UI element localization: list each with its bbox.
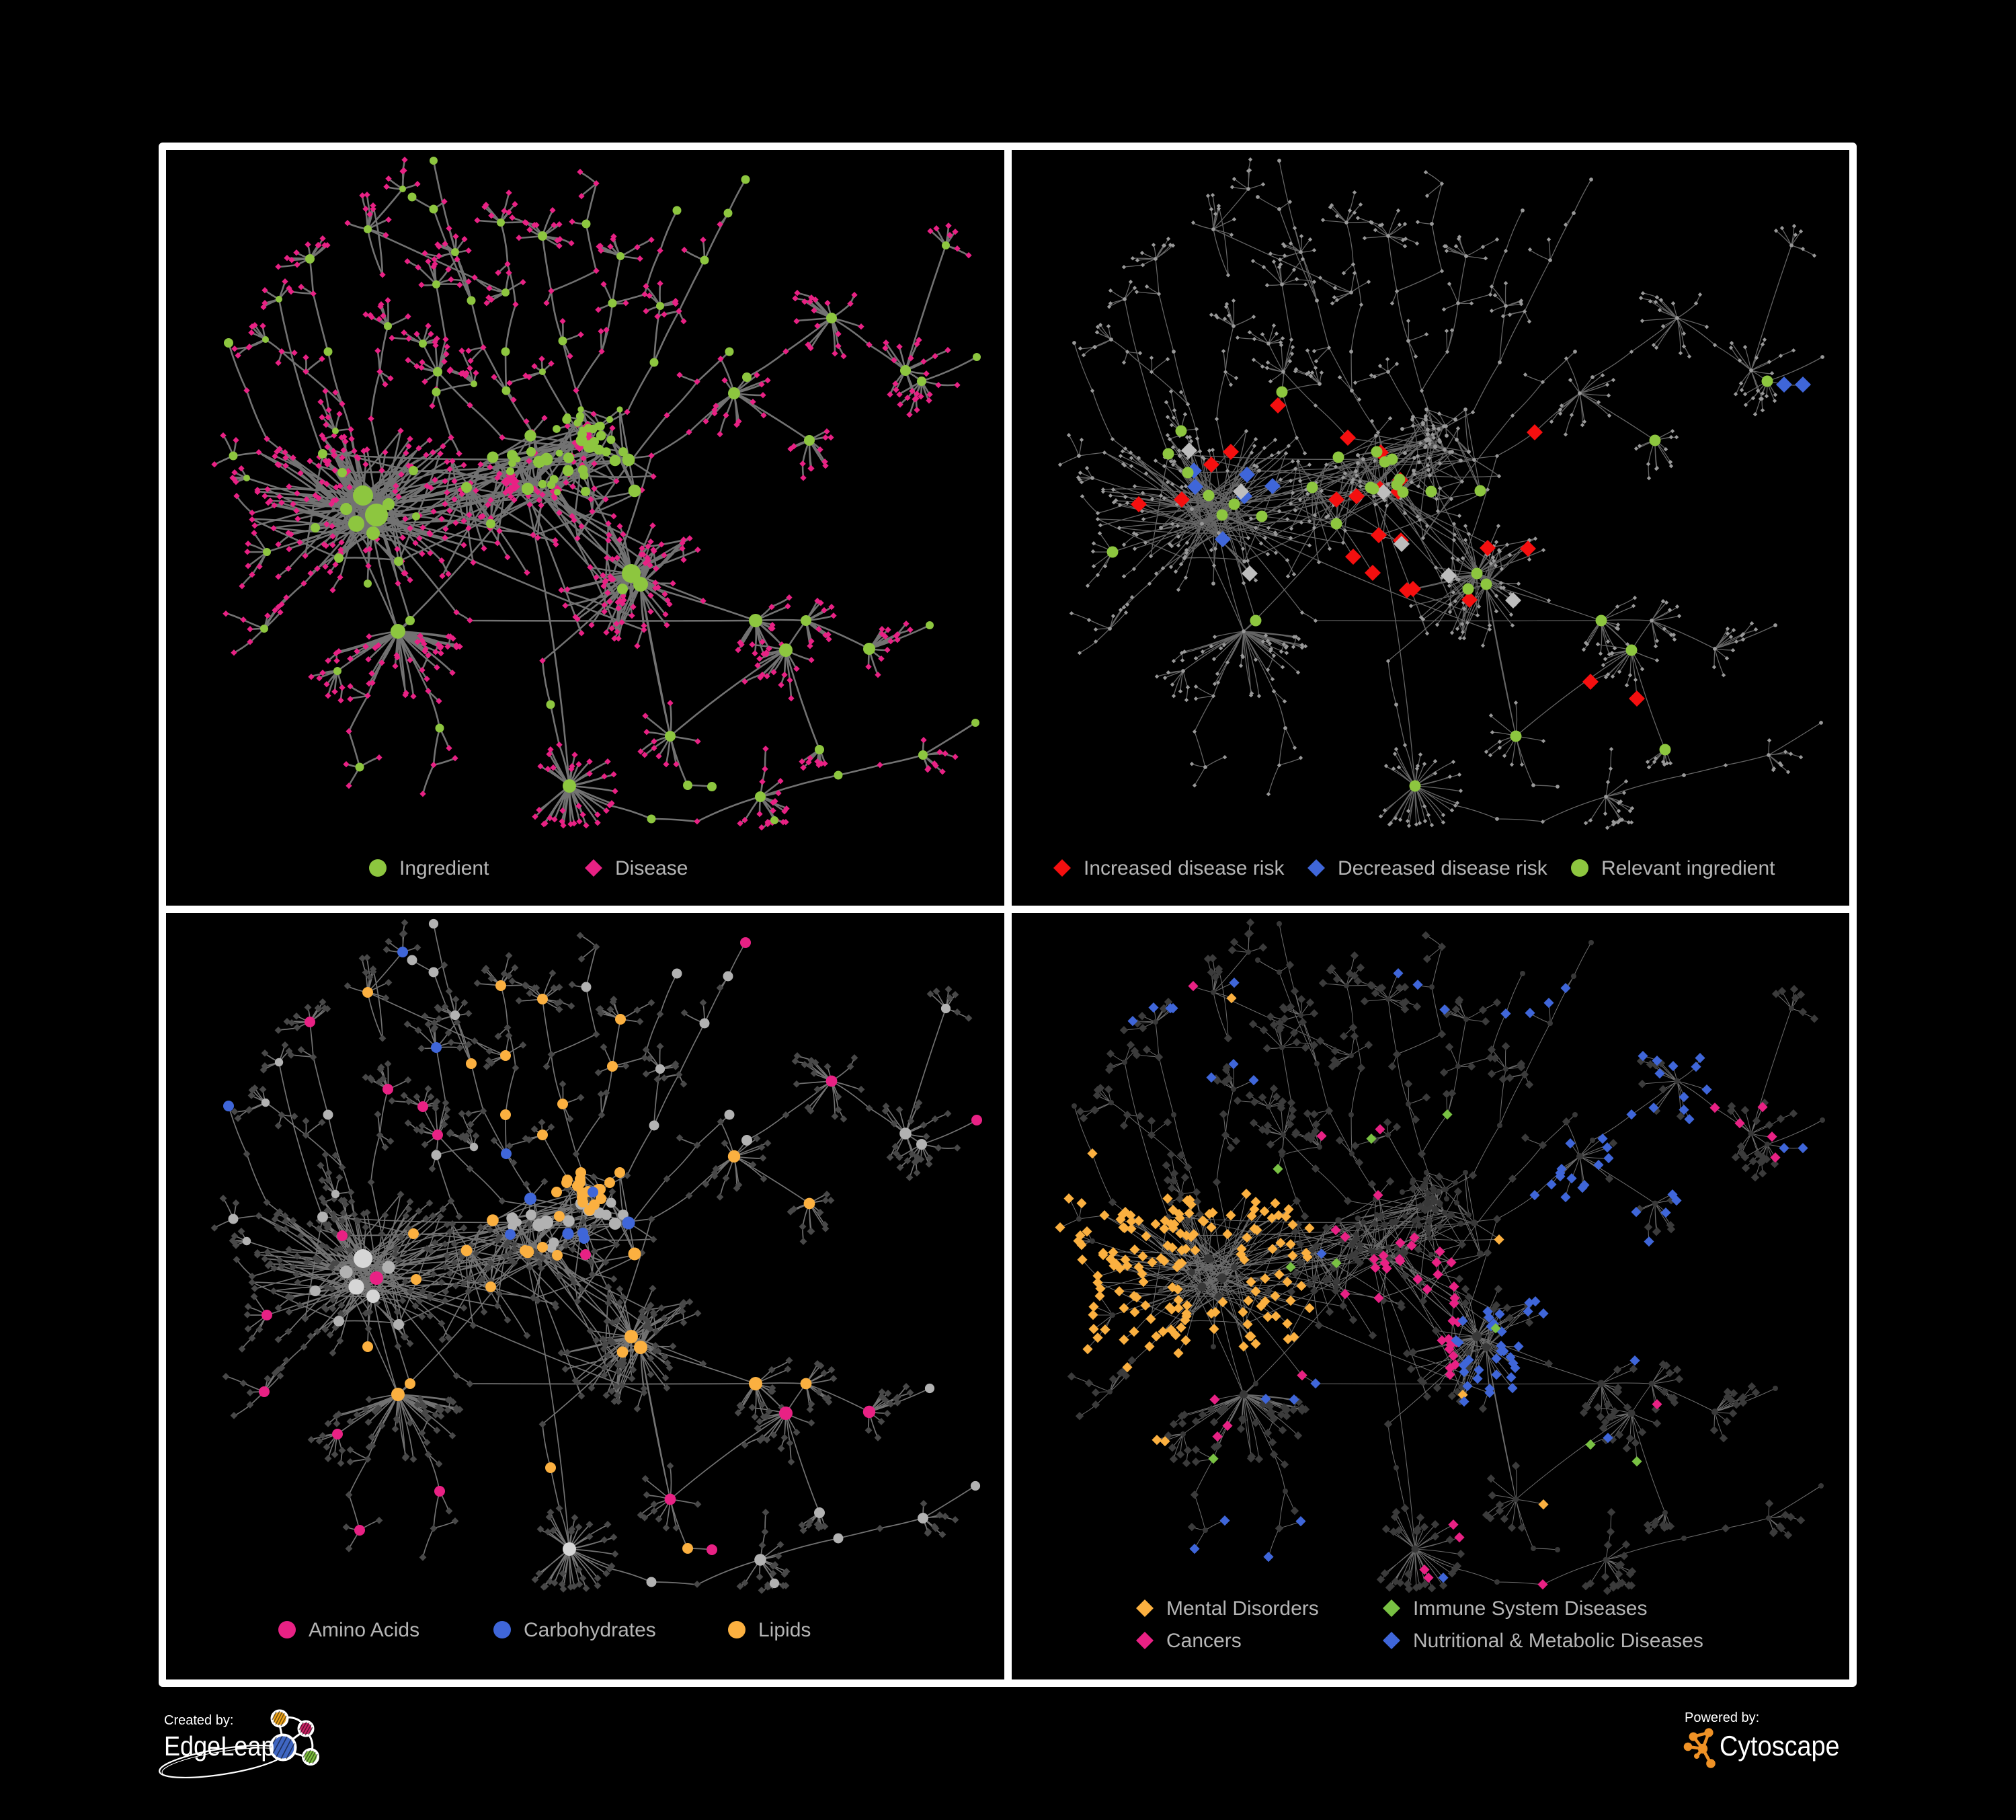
svg-text:Mental Disorders: Mental Disorders — [1166, 1597, 1319, 1620]
svg-text:Ingredient: Ingredient — [399, 857, 489, 879]
svg-text:Carbohydrates: Carbohydrates — [524, 1619, 656, 1641]
svg-text:Increased disease risk: Increased disease risk — [1084, 857, 1285, 879]
svg-text:Relevant ingredient: Relevant ingredient — [1601, 857, 1775, 879]
svg-text:Lipids: Lipids — [758, 1619, 811, 1641]
svg-text:Disease: Disease — [615, 857, 688, 879]
svg-text:Decreased disease risk: Decreased disease risk — [1338, 857, 1548, 879]
svg-text:Created by:: Created by: — [164, 1713, 233, 1728]
svg-text:Immune System Diseases: Immune System Diseases — [1413, 1597, 1647, 1620]
svg-text:Nutritional & Metabolic Diseas: Nutritional & Metabolic Diseases — [1413, 1630, 1703, 1652]
svg-text:Powered by:: Powered by: — [1685, 1710, 1759, 1725]
svg-text:EdgeLeap: EdgeLeap — [164, 1731, 274, 1762]
svg-text:Amino Acids: Amino Acids — [309, 1619, 419, 1641]
svg-text:Cytoscape: Cytoscape — [1720, 1731, 1840, 1762]
svg-text:Cancers: Cancers — [1166, 1630, 1242, 1652]
